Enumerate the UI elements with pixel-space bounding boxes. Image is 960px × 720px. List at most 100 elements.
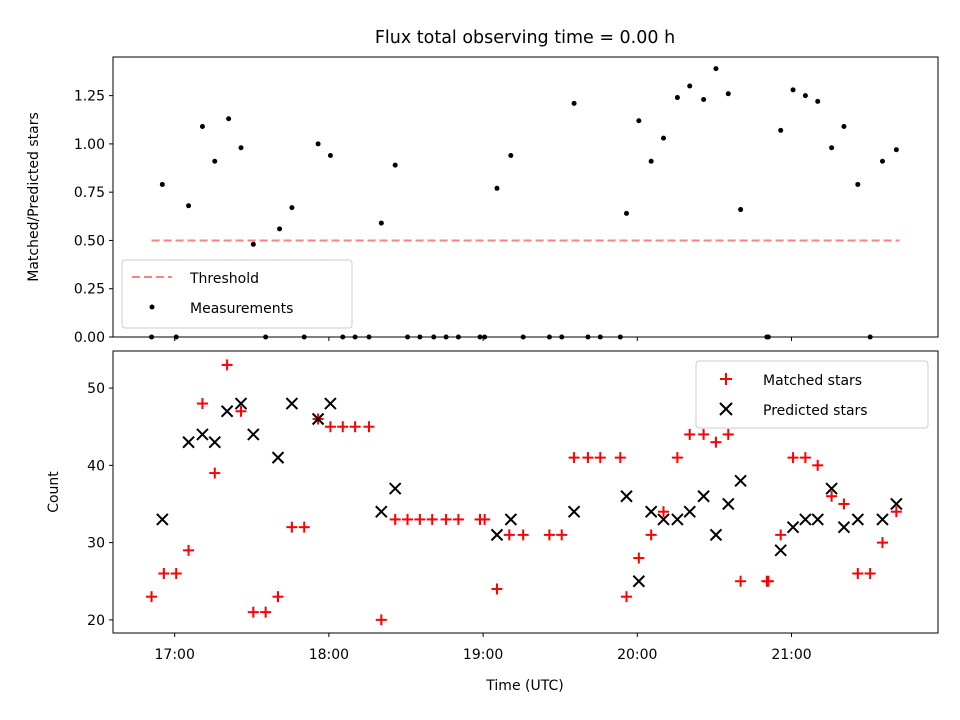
measurement-point [648, 158, 654, 164]
matched-star-marker [402, 513, 414, 525]
predicted-star-marker [890, 497, 903, 511]
measurement-point [315, 141, 321, 147]
predicted-star-marker [324, 397, 337, 410]
measurement-point [212, 158, 218, 164]
legend-measurements-label: Measurements [190, 301, 293, 317]
top-y-axis-label: Matched/Predicted stars [26, 112, 42, 282]
x-tick-label: 18:00 [309, 647, 349, 663]
predicted-star-marker [311, 412, 325, 426]
matched-star-marker [426, 513, 438, 525]
predicted-star-marker [632, 575, 646, 588]
predicted-star-marker [876, 513, 889, 526]
bottom-y-tick-label: 40 [87, 458, 105, 474]
bottom-legend-box [695, 360, 929, 429]
matched-star-marker [146, 591, 158, 603]
legend-predicted-swatch [719, 402, 733, 416]
predicted-star-marker [786, 520, 800, 534]
matched-star-marker [838, 498, 850, 510]
matched-star-marker [568, 452, 580, 464]
predicted-star-marker [220, 405, 234, 418]
top-y-tick-label: 0.50 [74, 233, 105, 249]
predicted-star-marker [196, 428, 209, 441]
measurement-point [725, 91, 731, 97]
matched-star-marker [235, 405, 247, 417]
matched-star-marker [183, 544, 195, 556]
measurement-point [327, 152, 333, 158]
matched-star-marker [543, 529, 555, 541]
measurement-point [674, 95, 680, 101]
measurement-point [790, 87, 796, 93]
matched-star-marker [221, 359, 233, 371]
matched-star-marker [621, 591, 633, 603]
top-legend-box [121, 259, 353, 329]
matched-star-marker [710, 436, 722, 448]
legend-threshold-label: Threshold [189, 271, 259, 287]
measurement-point [713, 66, 719, 72]
matched-star-marker [582, 452, 594, 464]
matched-star-marker [337, 421, 349, 433]
bottom-y-tick-label: 30 [87, 536, 105, 552]
matched-star-marker [852, 568, 864, 580]
predicted-star-marker [774, 544, 787, 557]
bottom-y-tick-label: 50 [87, 381, 105, 397]
measurement-point [829, 145, 835, 151]
measurement-point [624, 210, 630, 216]
bottom-y-tick-label: 20 [87, 613, 105, 629]
predicted-star-marker [208, 435, 221, 449]
predicted-star-marker [620, 490, 633, 503]
measurement-point [687, 83, 693, 89]
top-y-ticks: 0.00 0.25 0.50 0.75 1.00 1.25 [74, 89, 113, 346]
predicted-star-marker [671, 513, 684, 526]
matched-star-marker [170, 568, 182, 580]
matched-star-marker [491, 583, 503, 595]
matched-star-marker [876, 537, 888, 549]
matched-star-marker [375, 614, 387, 626]
matched-star-marker [196, 398, 208, 410]
matched-star-marker [799, 452, 811, 464]
matched-star-marker [864, 568, 876, 580]
bottom-axes-frame [112, 350, 939, 634]
measurement-point [802, 93, 808, 99]
matched-star-marker [260, 606, 272, 618]
x-axis-label: Time (UTC) [485, 678, 563, 694]
measurement-point [226, 116, 232, 122]
predicted-star-marker [285, 397, 299, 410]
matched-star-marker [286, 521, 298, 533]
predicted-star-marker [709, 528, 723, 542]
matched-star-marker [645, 529, 657, 541]
predicted-star-marker [683, 505, 696, 518]
matched-star-marker [722, 428, 734, 440]
measurement-point [815, 98, 821, 104]
matched-star-marker [272, 591, 284, 603]
measurement-point [277, 226, 283, 232]
top-y-tick-label: 0.25 [74, 282, 105, 298]
predicted-star-marker [734, 474, 747, 488]
predicted-star-marker [644, 505, 658, 518]
measurement-point [186, 203, 192, 209]
matched-star-marker [247, 606, 259, 618]
matched-star-marker [698, 428, 710, 440]
matched-star-marker [363, 421, 375, 433]
top-y-tick-label: 1.25 [74, 89, 105, 105]
x-tick-label: 21:00 [771, 647, 811, 663]
bottom-plot-marks [146, 359, 903, 626]
predicted-star-marker [490, 528, 504, 542]
predicted-star-marker [799, 513, 812, 526]
measurement-point [661, 135, 667, 141]
bottom-y-ticks: 20 30 40 50 [87, 381, 113, 629]
predicted-star-marker [388, 482, 402, 495]
predicted-star-marker [182, 435, 195, 449]
matched-star-marker [594, 452, 606, 464]
measurement-point [841, 124, 847, 130]
top-axes-frame [112, 56, 939, 338]
predicted-star-marker [156, 513, 169, 526]
matched-star-marker [479, 513, 491, 525]
matched-star-marker [890, 506, 902, 518]
legend-matched-swatch [720, 373, 732, 385]
matched-star-marker [684, 428, 696, 440]
measurement-point [378, 220, 384, 226]
chart-title: Flux total observing time = 0.00 h [375, 28, 675, 48]
measurement-point [879, 158, 885, 164]
measurement-point [250, 241, 256, 247]
